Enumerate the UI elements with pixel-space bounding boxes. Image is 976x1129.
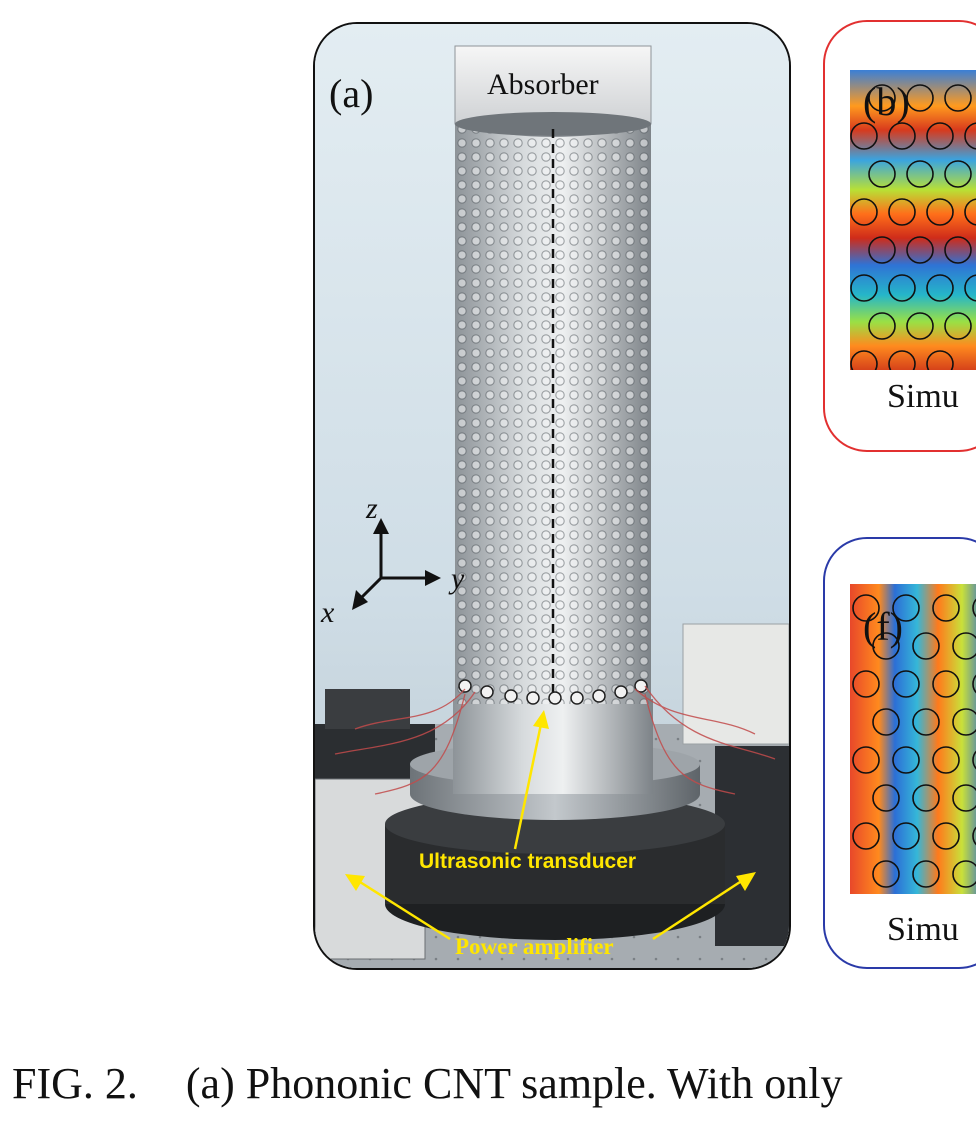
transducer-label: Ultrasonic transducer bbox=[419, 850, 637, 873]
amplifier-label: Power amplifier bbox=[455, 934, 614, 959]
panel-b-caption: Simu bbox=[887, 378, 959, 415]
panel-f-label: (f) bbox=[863, 604, 903, 649]
cnt-sample-photo bbox=[315, 24, 789, 968]
panel-f-caption: Simu bbox=[887, 911, 959, 948]
figure-number: FIG. 2. bbox=[12, 1059, 138, 1108]
panel-b-simulation: (b) Simu bbox=[823, 20, 976, 452]
axis-y-label: y bbox=[451, 562, 465, 595]
panel-f-simulation: (f) Simu bbox=[823, 537, 976, 969]
axis-z-label: z bbox=[366, 492, 378, 525]
annotation-arrows bbox=[345, 710, 756, 941]
coordinate-axes bbox=[352, 518, 441, 610]
figure-caption: FIG. 2. (a) Phononic CNT sample. With onl… bbox=[12, 1058, 842, 1109]
axis-x-label: x bbox=[321, 596, 335, 629]
transducer-ring bbox=[458, 679, 648, 705]
panel-a-photo: (a) Absorber z y x Ultrasonic transducer… bbox=[313, 22, 791, 970]
absorber-label: Absorber bbox=[487, 68, 599, 101]
figure-caption-text: (a) Phononic CNT sample. With only bbox=[185, 1059, 843, 1108]
panel-a-label: (a) bbox=[329, 71, 374, 116]
simulation-field-b bbox=[850, 70, 976, 370]
panel-b-label: (b) bbox=[863, 79, 910, 124]
simulation-field-f bbox=[850, 584, 976, 894]
